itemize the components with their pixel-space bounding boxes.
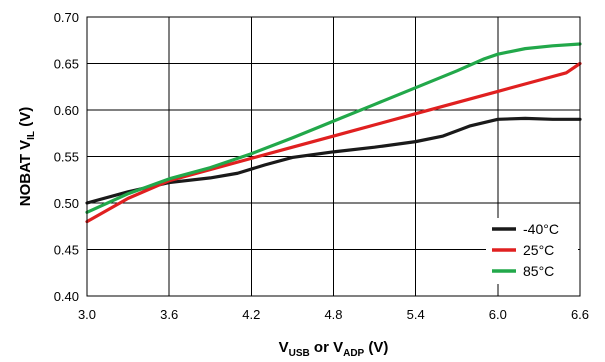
x-axis-title-sub-usb: USB bbox=[289, 348, 310, 359]
y-axis-title-sub: IL bbox=[26, 131, 37, 140]
y-tick-label: 0.40 bbox=[54, 289, 79, 304]
series-line-2 bbox=[85, 61, 582, 224]
x-tick-label: 5.4 bbox=[407, 307, 425, 322]
x-axis-title-mid: or V bbox=[310, 339, 343, 356]
y-tick-label: 0.60 bbox=[54, 103, 79, 118]
y-axis-title: NOBAT VIL (V) bbox=[17, 107, 37, 206]
x-tick-labels: 3.0 3.6 4.2 4.8 5.4 6.0 6.6 bbox=[78, 307, 589, 322]
y-tick-labels: 0.40 0.45 0.50 0.55 0.60 0.65 0.70 bbox=[54, 10, 79, 304]
y-tick-label: 0.45 bbox=[54, 243, 79, 258]
legend-label: -40°C bbox=[523, 221, 559, 237]
y-tick-label: 0.50 bbox=[54, 196, 79, 211]
y-tick-label: 0.55 bbox=[54, 150, 79, 165]
x-tick-label: 4.8 bbox=[324, 307, 342, 322]
x-tick-label: 6.0 bbox=[489, 307, 507, 322]
legend-label: 25°C bbox=[523, 242, 554, 258]
plot-frame bbox=[86, 16, 581, 297]
x-tick-label: 6.6 bbox=[571, 307, 589, 322]
x-axis-title-sub-adp: ADP bbox=[343, 348, 364, 359]
y-tick-label: 0.65 bbox=[54, 57, 79, 72]
x-axis-title: VUSB or VADP (V) bbox=[279, 339, 389, 359]
x-tick-label: 4.2 bbox=[242, 307, 260, 322]
y-axis-title-unit: (V) bbox=[17, 107, 34, 131]
series-lines bbox=[85, 42, 582, 224]
x-tick-label: 3.6 bbox=[160, 307, 178, 322]
x-axis-title-main: V bbox=[279, 339, 289, 356]
x-tick-label: 3.0 bbox=[78, 307, 96, 322]
y-tick-label: 0.70 bbox=[54, 10, 79, 25]
series-line-1 bbox=[85, 116, 582, 205]
x-axis-title-unit: (V) bbox=[364, 339, 388, 356]
legend-label: 85°C bbox=[523, 263, 554, 279]
legend: -40°C 25°C 85°C bbox=[486, 218, 578, 284]
series-line-3 bbox=[85, 42, 582, 214]
y-axis-title-main: NOBAT V bbox=[17, 140, 34, 206]
